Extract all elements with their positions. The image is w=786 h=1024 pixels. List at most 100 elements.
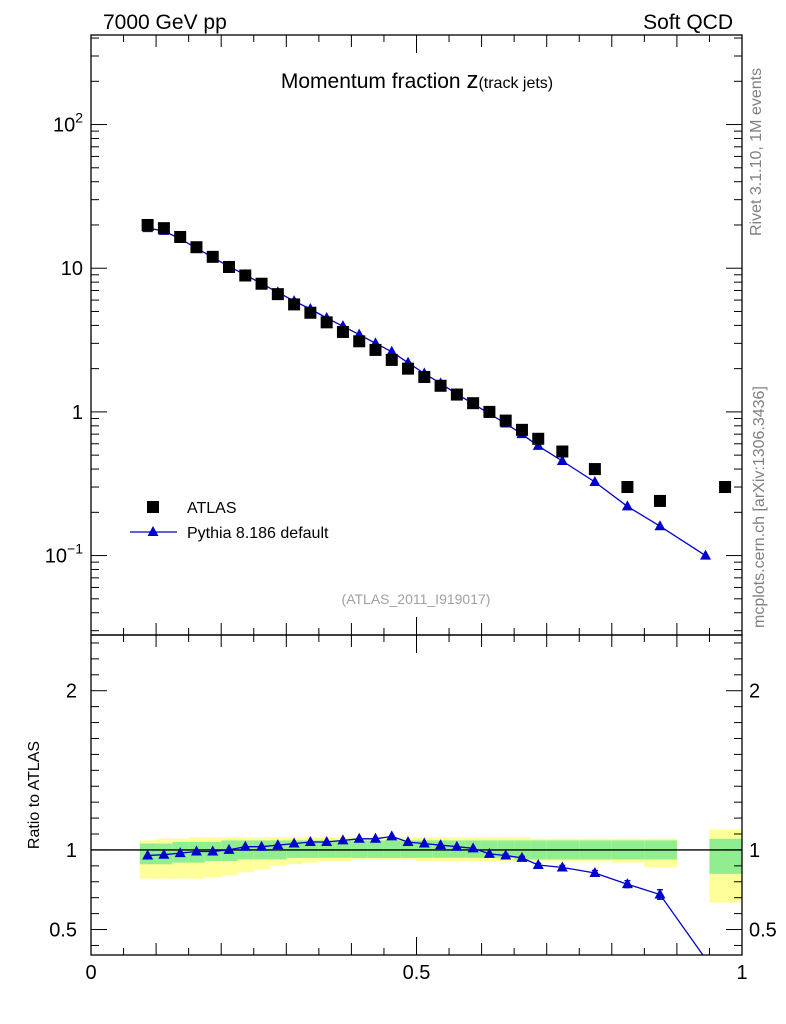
ratio-marker: [321, 835, 333, 846]
ratio-marker: [435, 839, 447, 850]
ratio-y-tick-label-right: 0.5: [749, 920, 777, 942]
ratio-marker: [190, 845, 202, 856]
legend: ATLAS Pythia 8.186 default: [130, 500, 329, 542]
ratio-y-tick-label-left: 1: [66, 840, 77, 862]
uncertainty-bands: [91, 829, 742, 903]
atlas-marker: [621, 481, 634, 494]
ratio-marker: [353, 832, 365, 843]
ratio-series-layer: [142, 830, 704, 956]
atlas-marker: [304, 306, 317, 319]
category-label: Soft QCD: [643, 11, 733, 34]
ratio-marker: [304, 835, 316, 846]
x-tick-label: 0.5: [403, 962, 431, 984]
atlas-marker: [271, 288, 284, 301]
ratio-marker: [369, 832, 381, 843]
rivet-version-label: Rivet 3.1.10, 1M events: [748, 68, 765, 236]
ratio-marker: [451, 840, 463, 851]
atlas-marker: [336, 325, 349, 338]
main-frame: [90, 34, 743, 636]
green-band-bin: [351, 840, 368, 858]
atlas-marker: [157, 222, 170, 235]
atlas-marker: [556, 445, 569, 458]
ratio-marker: [207, 845, 219, 856]
ratio-marker: [158, 848, 170, 859]
ratio-marker: [288, 837, 300, 848]
atlas-marker: [653, 494, 666, 507]
ratio-marker: [223, 843, 235, 854]
pythia-marker: [654, 520, 666, 531]
ratio-y-label: Ratio to ATLAS: [26, 741, 43, 849]
ratio-marker: [654, 888, 666, 899]
atlas-marker: [369, 343, 382, 356]
green-band-bin: [497, 840, 515, 858]
green-band-bin: [335, 840, 352, 858]
legend-pythia-label: Pythia 8.186 default: [187, 525, 329, 542]
ratio-marker: [142, 849, 154, 860]
pythia-marker: [556, 455, 568, 466]
atlas-marker: [190, 241, 203, 254]
atlas-marker: [418, 370, 431, 383]
ratio-y-tick-label-right: 1: [749, 840, 760, 862]
green-band-bin: [367, 840, 384, 858]
ratio-panel: 0.5 0.51 12 20 0.5 1 Ratio to ATLAS: [26, 634, 777, 984]
atlas-marker: [483, 405, 496, 418]
main-y-tick-label: 10: [61, 258, 83, 280]
pythia-marker: [532, 439, 544, 450]
ratio-marker: [418, 837, 430, 848]
atlas-marker: [532, 432, 545, 445]
x-tick-label: 1: [736, 962, 747, 984]
legend-atlas-marker: [147, 501, 159, 513]
atlas-marker: [255, 277, 268, 290]
ratio-marker: [483, 847, 495, 858]
ratio-marker: [174, 847, 186, 858]
atlas-marker: [385, 353, 398, 366]
energy-label: 7000 GeV pp: [103, 11, 227, 34]
ratio-y-tick-label-left: 2: [66, 681, 77, 703]
ratio-axes: 0.5 0.51 12 20 0.5 1: [49, 635, 777, 984]
atlas-marker: [467, 397, 480, 410]
atlas-marker: [141, 218, 154, 231]
ratio-marker: [532, 859, 544, 870]
atlas-marker: [288, 298, 301, 311]
ratio-y-tick-label-left: 0.5: [49, 920, 77, 942]
mcplots-reference-label: mcplots.cern.ch [arXiv:1306.3436]: [751, 386, 768, 628]
green-band-bin: [709, 838, 742, 874]
main-axes: 10−1 1 10 102: [45, 35, 743, 635]
ratio-marker: [272, 839, 284, 850]
main-panel: 10−1 1 10 102 Momentum fraction z(track jet…: [45, 34, 743, 636]
x-tick-label: 0: [85, 962, 96, 984]
atlas-marker: [206, 250, 219, 263]
main-title: Momentum fraction z(track jets): [281, 67, 553, 94]
atlas-marker: [239, 269, 252, 282]
ratio-y-tick-label-right: 2: [749, 681, 760, 703]
pythia-marker: [386, 345, 398, 356]
atlas-marker: [174, 230, 187, 243]
atlas-marker: [353, 335, 366, 348]
main-y-tick-label: 10−1: [45, 541, 83, 568]
ratio-marker: [589, 867, 601, 878]
ratio-frame: [90, 634, 743, 956]
atlas-marker: [450, 388, 463, 401]
main-y-tick-label: 1: [72, 402, 83, 424]
legend-pythia-marker: [147, 526, 159, 536]
pythia-marker: [589, 476, 601, 487]
ratio-marker: [516, 851, 528, 862]
atlas-marker: [434, 379, 447, 392]
atlas-marker: [515, 423, 528, 436]
ratio-marker: [500, 849, 512, 860]
atlas-marker: [499, 414, 512, 427]
ratio-marker: [386, 830, 398, 841]
atlas-marker: [402, 362, 415, 375]
atlas-marker: [320, 316, 333, 329]
main-y-tick-label: 102: [53, 110, 83, 137]
green-band-bin: [383, 840, 401, 858]
legend-atlas-label: ATLAS: [187, 500, 237, 517]
atlas-marker: [588, 463, 601, 476]
ratio-marker: [621, 878, 633, 889]
ratio-marker: [402, 835, 414, 846]
analysis-tag: (ATLAS_2011_I919017): [342, 591, 491, 607]
main-series-layer: [141, 218, 732, 560]
ratio-marker: [556, 861, 568, 872]
ratio-marker: [337, 834, 349, 845]
